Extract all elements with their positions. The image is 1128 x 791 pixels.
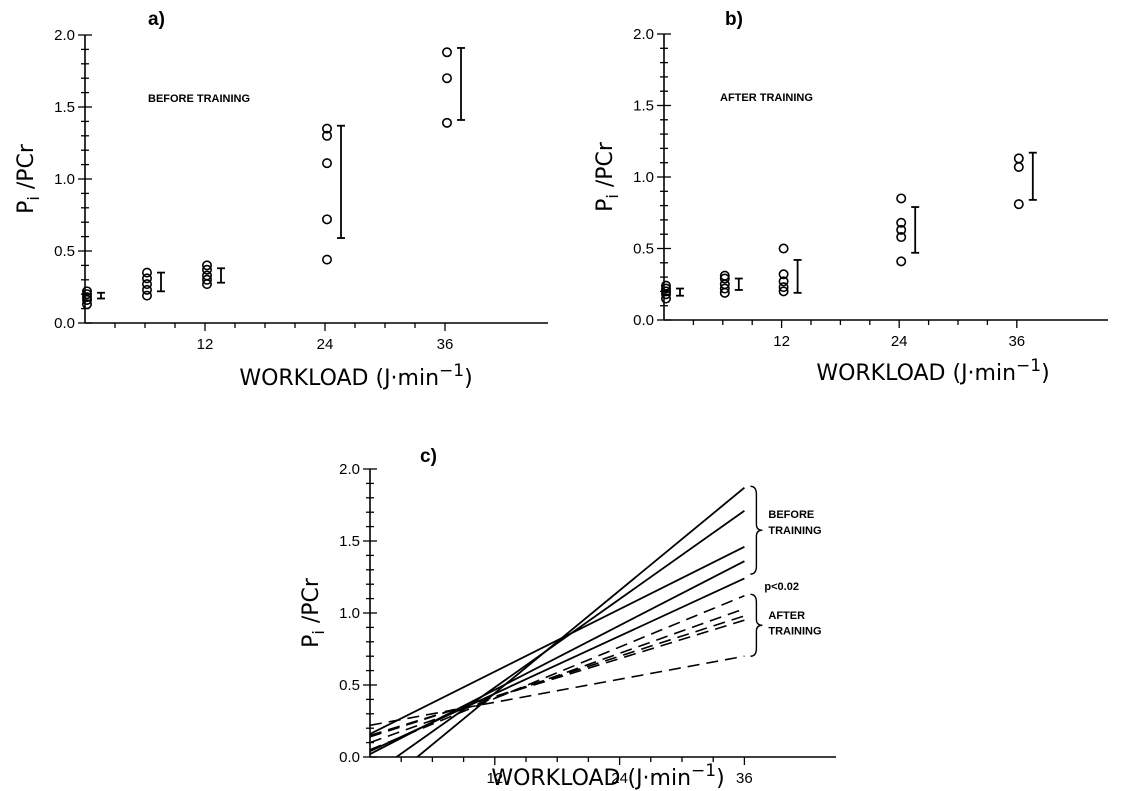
panel-annotation: BEFORE TRAINING: [148, 93, 250, 105]
y-tick-label: 2.0: [54, 27, 75, 44]
panel-b: 0.0 0.5 1.0 1.5 2.0 12 24 36 b) WORKLOAD (J·min−1…: [593, 9, 1108, 386]
y-tick-label: 2.0: [339, 461, 360, 478]
y-tick-label: 0.5: [54, 243, 75, 260]
before-training-line: [415, 487, 745, 757]
data-point: [82, 286, 93, 297]
after-training-line: [370, 655, 745, 727]
y-tick-label: 1.0: [54, 171, 75, 188]
data-point: [778, 282, 789, 293]
data-point: [660, 286, 671, 297]
data-point: [778, 286, 789, 297]
data-point: [660, 280, 671, 291]
data-point: [142, 267, 153, 278]
x-tick-label: 24: [891, 333, 908, 350]
data-point: [896, 232, 907, 243]
before-training-brace: [750, 485, 763, 575]
data-point: [321, 214, 332, 225]
data-point: [142, 290, 153, 301]
data-point: [202, 270, 213, 281]
data-point: [142, 273, 153, 284]
data-point: [660, 283, 671, 294]
x-axis-label: WORKLOAD (J·min−1): [491, 761, 724, 791]
y-tick-label: 2.0: [633, 26, 654, 43]
data-point: [719, 273, 730, 284]
y-tick-label: 1.5: [339, 533, 360, 550]
data-point: [896, 193, 907, 204]
y-tick-label: 0.0: [633, 312, 654, 329]
y-tick-label: 0.0: [339, 749, 360, 766]
data-point: [321, 158, 332, 169]
panel-label: a): [148, 9, 165, 30]
data-point: [142, 284, 153, 295]
x-tick-label: 12: [197, 336, 214, 353]
data-point: [441, 117, 452, 128]
before-training-label: TRAINING: [768, 525, 821, 537]
data-point: [778, 276, 789, 287]
y-axis-label: Pi /PCr: [593, 141, 622, 212]
data-point: [778, 269, 789, 280]
data-point: [660, 293, 671, 304]
data-point: [142, 279, 153, 290]
x-tick-label: 36: [1008, 333, 1025, 350]
after-training-label: AFTER: [768, 610, 805, 622]
panel-label: c): [420, 446, 437, 467]
x-axis-label: WORKLOAD (J·min−1): [816, 356, 1049, 386]
y-tick-label: 0.5: [339, 677, 360, 694]
after-training-line: [370, 619, 745, 737]
data-point: [896, 217, 907, 228]
data-point: [82, 289, 93, 300]
y-tick-label: 0.5: [633, 241, 654, 258]
data-point: [896, 224, 907, 235]
before-training-line: [370, 577, 745, 753]
data-point: [321, 123, 332, 134]
data-point: [1013, 153, 1024, 164]
data-point: [719, 283, 730, 294]
panel-c: 0.0 0.5 1.0 1.5 2.0 12 24 36 c) WORKLOAD (J·min−1…: [299, 446, 836, 791]
before-training-line: [370, 545, 745, 735]
y-axis-label: Pi /PCr: [14, 143, 43, 214]
data-point: [202, 264, 213, 275]
x-tick-label: 36: [437, 336, 454, 353]
x-tick-label: 12: [486, 770, 503, 787]
data-point: [441, 73, 452, 84]
y-tick-label: 1.5: [54, 99, 75, 116]
data-point: [82, 299, 93, 310]
data-point: [321, 254, 332, 265]
x-axis-label: WORKLOAD (J·min−1): [239, 361, 472, 391]
data-point: [896, 256, 907, 267]
data-point: [321, 130, 332, 141]
data-point: [202, 274, 213, 285]
data-point: [778, 243, 789, 254]
y-tick-label: 1.0: [339, 605, 360, 622]
y-tick-label: 0.0: [54, 315, 75, 332]
data-point: [82, 292, 93, 303]
x-tick-label: 24: [611, 770, 628, 787]
after-training-line: [370, 594, 745, 751]
y-tick-label: 1.5: [633, 98, 654, 115]
panel-label: b): [725, 9, 743, 30]
x-tick-label: 36: [736, 770, 753, 787]
y-tick-label: 1.0: [633, 169, 654, 186]
data-point: [202, 260, 213, 271]
before-training-label: BEFORE: [768, 509, 814, 521]
panel-a: 0.0 0.5 1.0 1.5 2.0 12 24 36 a) WORKLOAD (J·min−1…: [14, 9, 548, 391]
panel-annotation: AFTER TRAINING: [720, 92, 813, 104]
after-training-brace: [750, 593, 763, 657]
significance-label: p<0.02: [764, 581, 799, 593]
data-point: [719, 270, 730, 281]
data-point: [441, 47, 452, 58]
x-tick-label: 12: [773, 333, 790, 350]
y-axis-label: Pi /PCr: [299, 577, 328, 648]
regression-lines: [370, 487, 745, 757]
before-training-line: [394, 510, 745, 757]
data-point: [1013, 199, 1024, 210]
data-point: [1013, 161, 1024, 172]
after-training-label: TRAINING: [768, 626, 821, 638]
x-tick-label: 24: [317, 336, 334, 353]
